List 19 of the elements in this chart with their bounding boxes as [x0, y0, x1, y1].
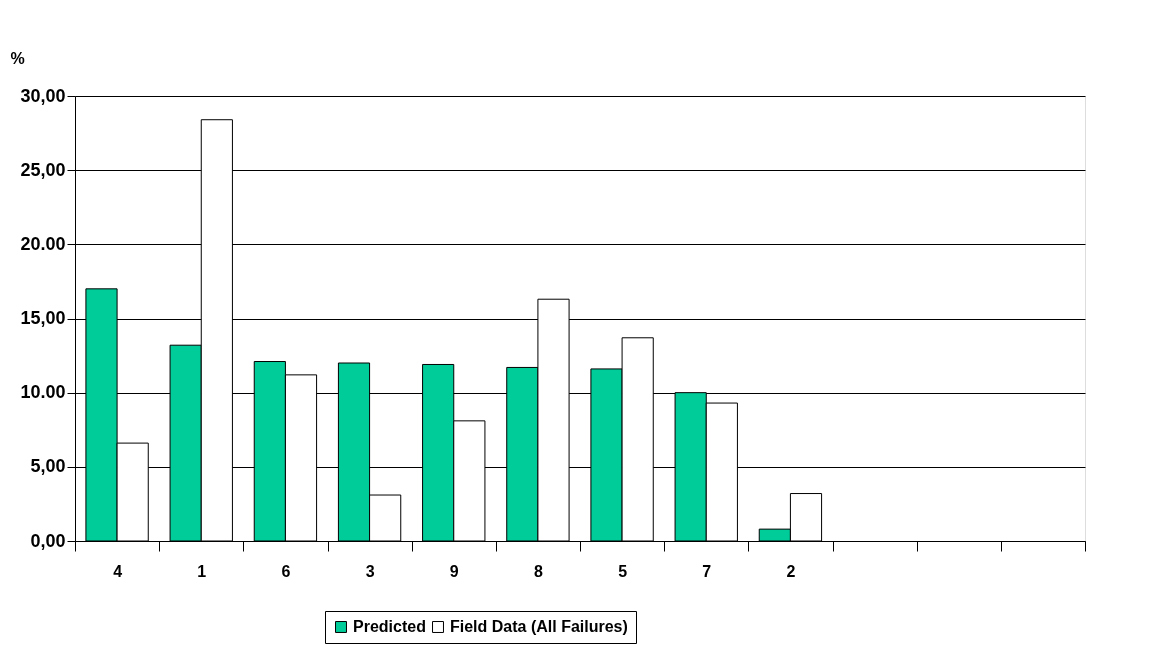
y-axis-title: % [10, 49, 25, 67]
x-tick-label: 6 [281, 562, 291, 580]
y-tick-label: 30,00 [20, 85, 66, 106]
x-tick-label: 9 [449, 562, 459, 580]
y-tick-label: 20.00 [20, 233, 66, 254]
x-tick-label: 3 [365, 562, 375, 580]
x-tick-label: 7 [702, 562, 712, 580]
y-tick-label: 0,00 [30, 530, 66, 551]
legend-label: Predicted [353, 618, 426, 635]
x-tick-label: 8 [533, 562, 543, 580]
x-tick-label: 1 [197, 562, 207, 580]
x-tick-label: 5 [618, 562, 628, 580]
y-tick-label: 25,00 [20, 159, 66, 180]
y-tick-label: 5,00 [30, 456, 66, 477]
x-tick-label: 2 [786, 562, 796, 580]
x-tick-label: 4 [113, 562, 123, 580]
y-tick-label: 10.00 [20, 382, 66, 403]
y-tick-label: 15,00 [20, 308, 66, 328]
legend-label: Field Data (All Failures) [450, 618, 628, 635]
